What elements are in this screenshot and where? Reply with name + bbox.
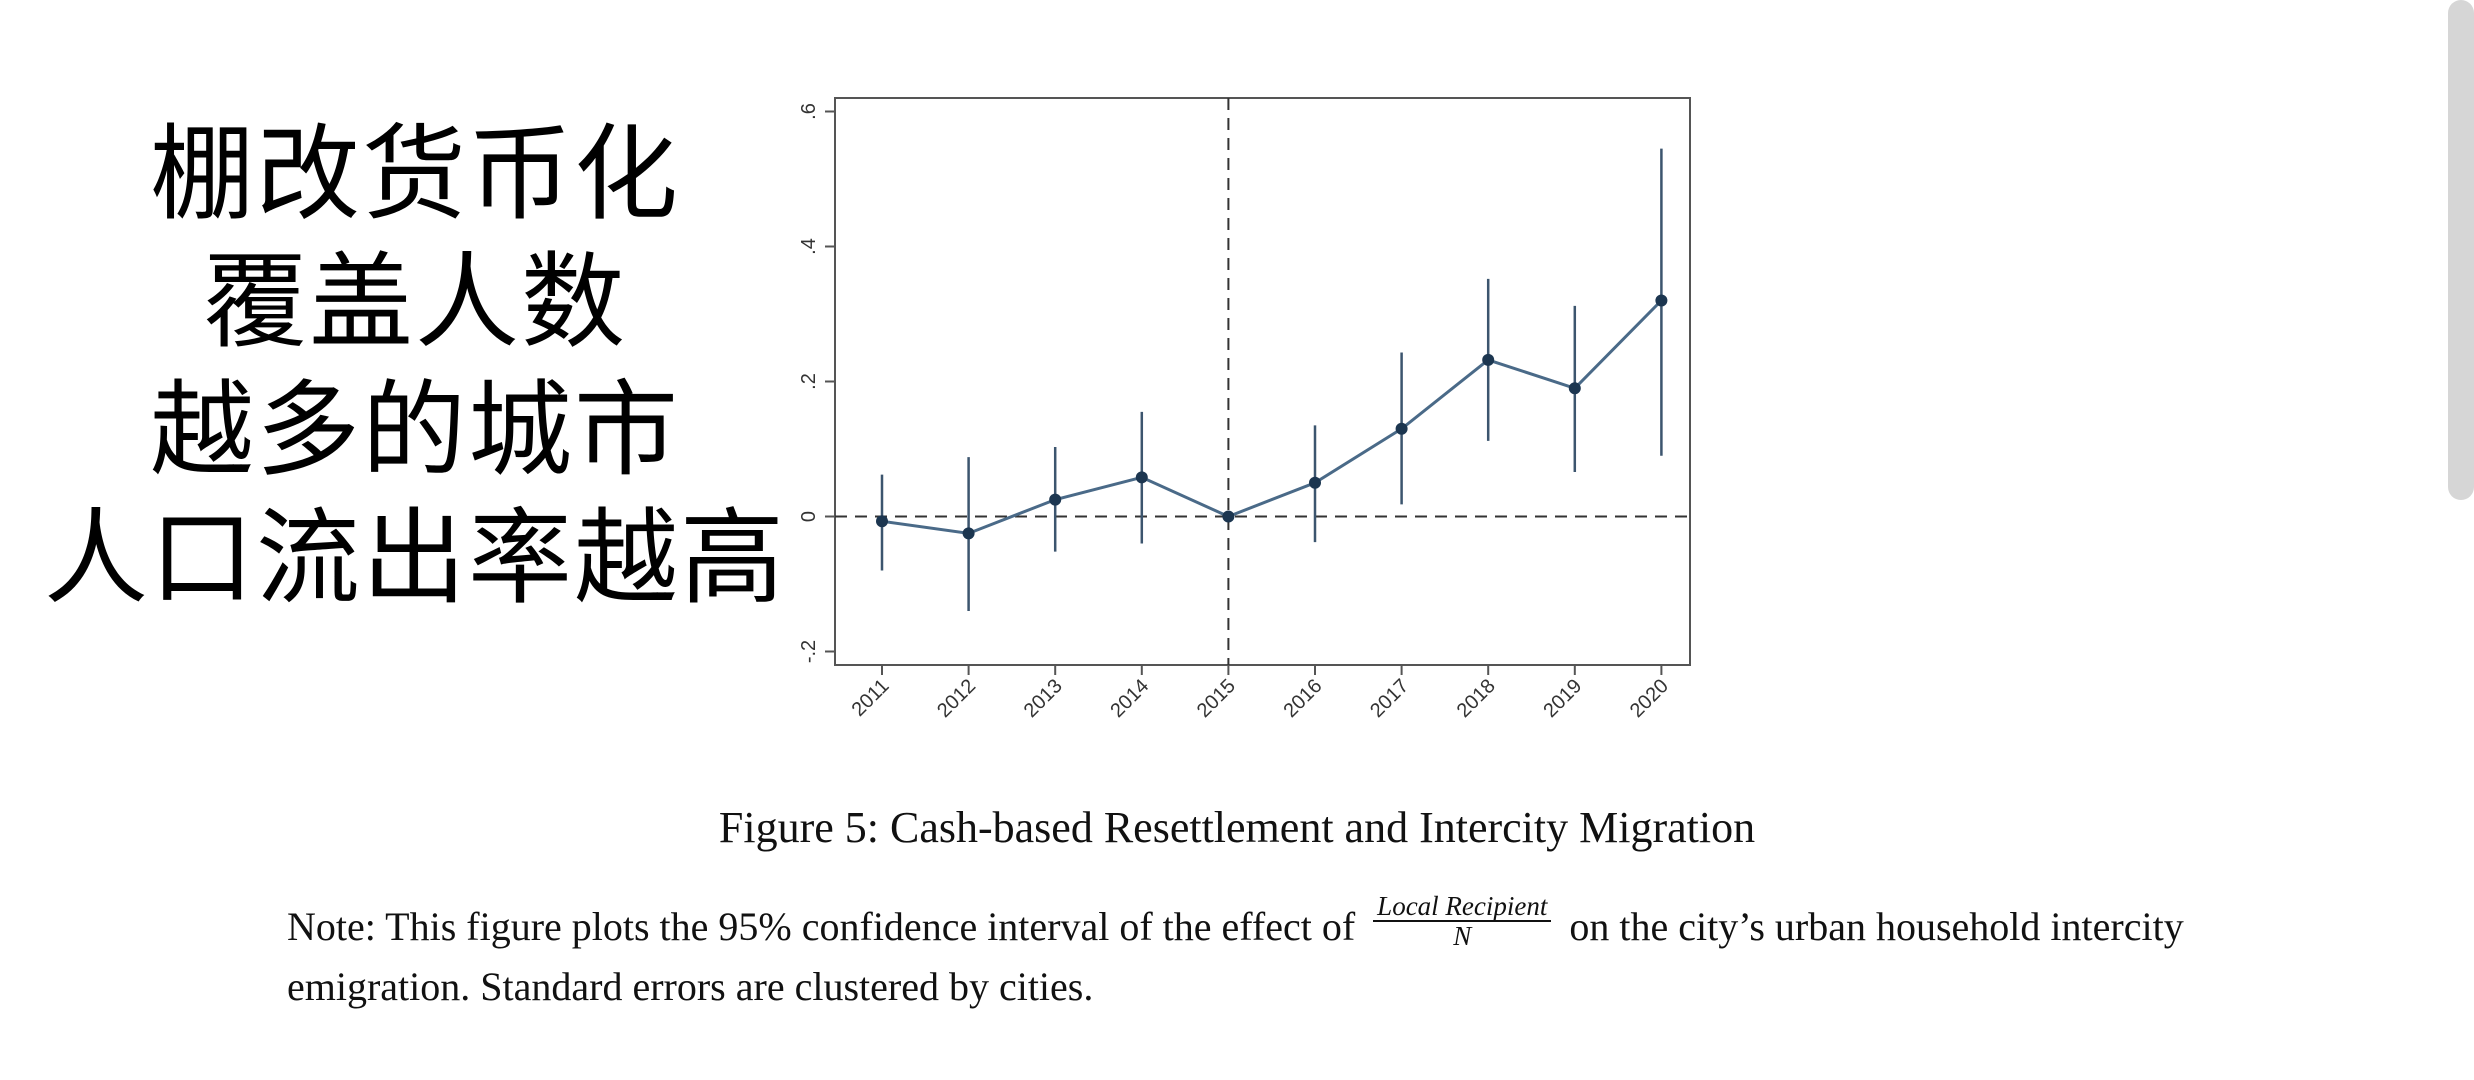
y-tick-label: 0 xyxy=(798,511,820,522)
estimate-point xyxy=(1135,471,1148,484)
x-tick-label: 2016 xyxy=(1280,675,1327,722)
overlay-line-2: 覆盖人数 xyxy=(202,241,627,363)
scrollbar[interactable] xyxy=(2448,0,2474,500)
x-tick-label: 2012 xyxy=(933,675,980,722)
y-tick-label: .2 xyxy=(798,373,820,390)
estimate-line xyxy=(881,299,1663,535)
note-text-after: on the city’s urban household intercity … xyxy=(287,904,2184,1009)
note-fraction: Local Recipient N xyxy=(1373,892,1552,951)
x-tick-label: 2011 xyxy=(848,675,894,721)
x-tick-label: 2019 xyxy=(1539,675,1586,722)
estimate-point xyxy=(1655,294,1668,307)
figure-note: Note: This figure plots the 95% confiden… xyxy=(287,892,2237,1014)
event-study-chart: -.2 0 .2 .4 .6 2011 2012 2013 2014 2015 2016 2017 20… xyxy=(798,97,1691,722)
estimate-point xyxy=(962,527,975,540)
plot-frame xyxy=(834,97,1691,666)
overlay-line-3: 越多的城市 xyxy=(149,369,680,491)
y-tick-label: -.2 xyxy=(798,640,820,663)
x-tick-label: 2017 xyxy=(1366,675,1413,722)
y-tick-label: .6 xyxy=(798,103,820,120)
overlay-headline: 棚改货币化 覆盖人数 越多的城市 人口流出率越高 xyxy=(0,110,830,622)
overlay-line-1: 棚改货币化 xyxy=(149,113,680,235)
note-text-before: Note: This figure plots the 95% confiden… xyxy=(287,904,1356,949)
x-tick-label: 2014 xyxy=(1106,675,1153,722)
estimate-point xyxy=(876,515,888,528)
estimate-point xyxy=(1222,510,1235,523)
fraction-numerator: Local Recipient xyxy=(1373,892,1552,922)
fraction-denominator: N xyxy=(1453,920,1472,951)
estimate-point xyxy=(1309,476,1321,489)
y-tick-label: .4 xyxy=(798,238,820,255)
figure-caption: Figure 5: Cash-based Resettlement and In… xyxy=(718,803,1756,852)
overlay-line-4: 人口流出率越高 xyxy=(43,497,786,619)
estimate-point xyxy=(1395,422,1408,435)
x-tick-label: 2018 xyxy=(1453,675,1500,722)
x-tick-label: 2015 xyxy=(1193,675,1240,722)
x-tick-label: 2020 xyxy=(1626,675,1673,722)
estimate-point xyxy=(1568,382,1581,395)
x-tick-label: 2013 xyxy=(1020,675,1067,722)
estimate-point xyxy=(1482,353,1495,366)
estimate-point xyxy=(1049,493,1062,506)
